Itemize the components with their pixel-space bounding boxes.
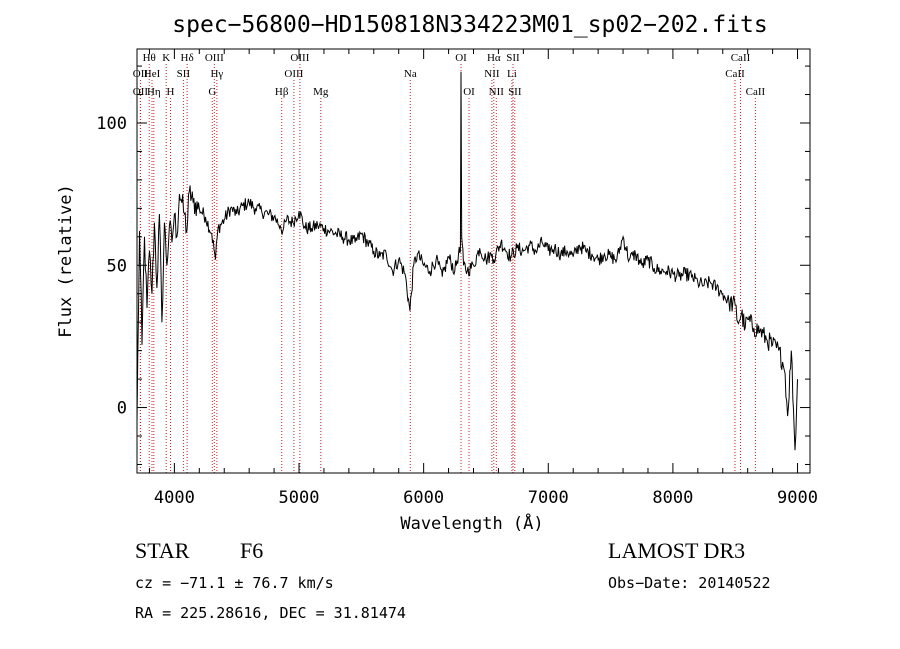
line-label-3: HeI: [144, 68, 161, 80]
line-label-5: K: [162, 52, 170, 64]
line-label-23: SII: [506, 52, 520, 64]
line-label-16: Na: [404, 68, 417, 80]
line-label-19: NII: [484, 68, 500, 80]
x-tick-label-7000: 7000: [528, 488, 569, 508]
object-subclass: F6: [240, 538, 264, 563]
line-label-2: Hθ: [143, 52, 156, 64]
y-tick-label-0: 0: [117, 399, 127, 419]
line-label-17: OI: [455, 52, 467, 64]
line-label-21: NII: [489, 86, 505, 98]
line-label-18: OI: [463, 86, 475, 98]
line-markers: [139, 64, 756, 473]
line-label-8: Hδ: [181, 52, 194, 64]
observation-date: Obs−Date: 20140522: [608, 574, 771, 592]
object-class: STAR: [135, 538, 190, 563]
y-tick-label-50: 50: [107, 256, 127, 276]
line-label-6: H: [167, 86, 175, 98]
x-axis-ticks: 4000 5000 6000 7000 8000 9000: [148, 49, 818, 508]
line-label-11: Hγ: [210, 68, 223, 80]
plot-frame: [136, 48, 811, 474]
x-tick-label-9000: 9000: [777, 488, 818, 508]
line-label-4: Hη: [147, 86, 161, 98]
y-axis-label: Flux (relative): [56, 184, 76, 338]
line-label-25: CaII: [725, 68, 745, 80]
redshift-cz: cz = −71.1 ± 76.7 km/s: [135, 574, 334, 592]
line-label-20: Hα: [487, 52, 501, 64]
line-label-27: CaII: [746, 86, 766, 98]
line-label-10: G: [208, 86, 216, 98]
x-tick-label-4000: 4000: [154, 488, 195, 508]
line-label-24: SII: [508, 86, 522, 98]
chart-title: spec−56800−HD150818N334223M01_sp02−202.f…: [172, 12, 767, 38]
y-axis-ticks: 0 50 100: [96, 65, 810, 465]
spectrum-line: [136, 71, 798, 451]
ra-dec: RA = 225.28616, DEC = 31.81474: [135, 604, 406, 622]
survey-name: LAMOST DR3: [608, 538, 746, 563]
x-axis-label: Wavelength (Å): [400, 512, 543, 534]
line-label-15: Mg: [313, 86, 329, 98]
x-tick-label-6000: 6000: [403, 488, 444, 508]
y-tick-label-100: 100: [96, 114, 127, 134]
x-tick-label-5000: 5000: [279, 488, 320, 508]
line-label-9: OIII: [205, 52, 224, 64]
line-label-12: Hβ: [275, 86, 289, 98]
line-label-13: OIII: [284, 68, 303, 80]
x-tick-label-8000: 8000: [652, 488, 693, 508]
line-label-7: SII: [177, 68, 191, 80]
line-label-22: Li: [507, 68, 517, 80]
line-label-14: OIII: [290, 52, 309, 64]
line-label-26: CaII: [731, 52, 751, 64]
